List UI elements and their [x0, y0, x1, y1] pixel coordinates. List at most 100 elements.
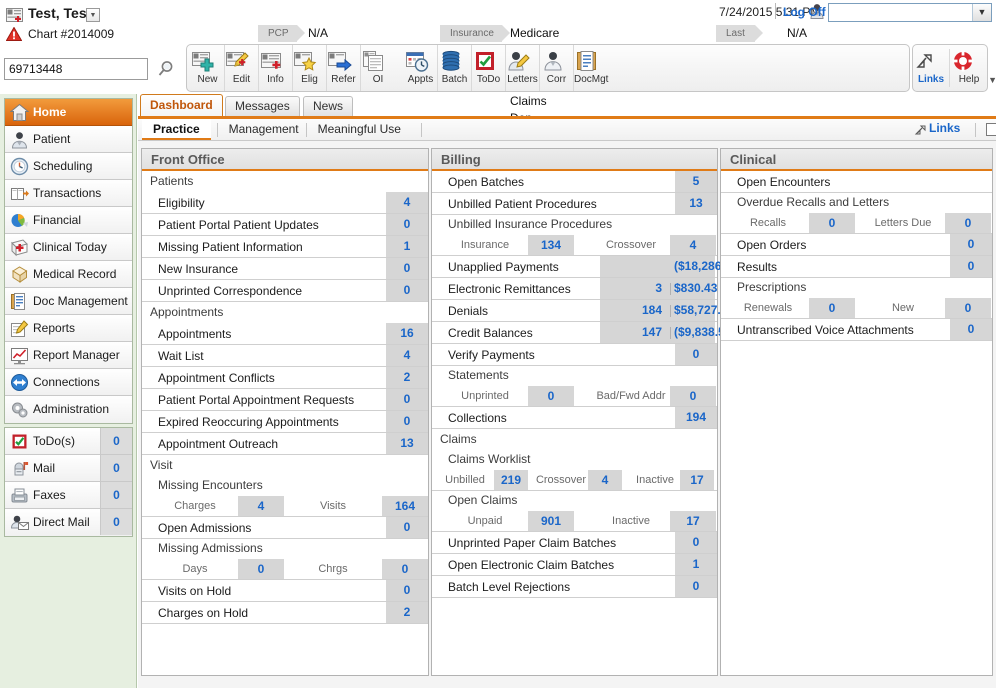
- dashboard-row-value[interactable]: 0: [386, 517, 428, 538]
- split-value-1[interactable]: 0: [238, 559, 284, 579]
- dashboard-row-value[interactable]: 16: [386, 323, 428, 344]
- show-figures-checkbox[interactable]: [986, 123, 996, 136]
- dashboard-row[interactable]: Appointment Outreach 13: [142, 433, 428, 455]
- dashboard-row[interactable]: Eligibility 4: [142, 192, 428, 214]
- toolbar-letters-button[interactable]: Letters: [506, 45, 540, 91]
- chevron-down-icon[interactable]: ▼: [988, 75, 996, 85]
- dashboard-row[interactable]: Patient Portal Appointment Requests 0: [142, 389, 428, 411]
- subtab-meaningful-use[interactable]: Meaningful Use: [317, 122, 401, 136]
- toolbar-corr-button[interactable]: Corr: [540, 45, 574, 91]
- toolbar-help-button[interactable]: Help: [951, 45, 987, 91]
- sidebar-message-mail[interactable]: Mail 0: [5, 455, 132, 482]
- money-count[interactable]: 3: [655, 281, 662, 295]
- dashboard-row-value[interactable]: 13: [675, 193, 717, 214]
- toolbar-docmgt-button[interactable]: DocMgt: [574, 45, 608, 91]
- sidebar-item-patient[interactable]: Patient: [5, 126, 132, 153]
- dashboard-row-value[interactable]: 0: [386, 214, 428, 235]
- subtab-practice[interactable]: Practice: [142, 119, 211, 140]
- money-amount[interactable]: ($9,838.57): [674, 325, 736, 339]
- dashboard-row-value[interactable]: 0: [386, 580, 428, 601]
- dashboard-row-value[interactable]: 194: [675, 407, 717, 428]
- money-amount[interactable]: ($18,286.75): [674, 259, 743, 273]
- dashboard-row-value[interactable]: 0: [386, 280, 428, 301]
- dashboard-row[interactable]: Batch Level Rejections 0: [432, 576, 717, 598]
- dashboard-row-value[interactable]: 0: [950, 256, 992, 277]
- dashboard-money-row[interactable]: Credit Balances 147 ($9,838.57): [432, 322, 736, 344]
- toolbar-links-button[interactable]: Links: [913, 45, 949, 91]
- dashboard-row-value[interactable]: 1: [386, 236, 428, 257]
- sidebar-item-scheduling[interactable]: Scheduling: [5, 153, 132, 180]
- dashboard-money-row[interactable]: Unapplied Payments ($18,286.75): [432, 256, 743, 278]
- sidebar-item-medical-record[interactable]: Medical Record: [5, 261, 132, 288]
- dashboard-row[interactable]: Open Orders 0: [721, 234, 992, 256]
- sidebar-item-home[interactable]: Home: [5, 99, 132, 126]
- dashboard-money-row[interactable]: Electronic Remittances 3 $830.43: [432, 278, 717, 300]
- dashboard-row-value[interactable]: 0: [675, 344, 717, 365]
- magnifier-icon[interactable]: [156, 59, 176, 79]
- dashboard-row-value[interactable]: 1: [675, 554, 717, 575]
- toolbar-appts-button[interactable]: Appts: [404, 45, 438, 91]
- money-amount[interactable]: $830.43: [674, 281, 718, 295]
- dashboard-row-value[interactable]: 4: [386, 192, 428, 213]
- dashboard-row-value[interactable]: 0: [675, 576, 717, 597]
- dashboard-row[interactable]: Results 0: [721, 256, 992, 278]
- sidebar-message-faxes[interactable]: Faxes 0: [5, 482, 132, 509]
- subtab-management[interactable]: Management: [228, 122, 299, 136]
- dashboard-row[interactable]: Collections 194: [432, 407, 717, 429]
- dashboard-row[interactable]: Open Electronic Claim Batches 1: [432, 554, 717, 576]
- split-value-1[interactable]: 134: [528, 235, 574, 255]
- dashboard-row[interactable]: Charges on Hold 2: [142, 602, 428, 624]
- dashboard-row-value[interactable]: 0: [950, 234, 992, 255]
- dashboard-row-value[interactable]: 0: [386, 258, 428, 279]
- tab-messages[interactable]: Messages: [225, 96, 300, 116]
- context-select[interactable]: ▼: [828, 3, 992, 22]
- links-button[interactable]: Links: [929, 121, 961, 135]
- split-value-1[interactable]: 4: [238, 496, 284, 516]
- sidebar-item-financial[interactable]: Financial: [5, 207, 132, 234]
- tab-dashboard[interactable]: Dashboard: [140, 94, 223, 116]
- split-value-2[interactable]: 0: [670, 386, 716, 406]
- dashboard-row[interactable]: Unprinted Correspondence 0: [142, 280, 428, 302]
- split-value-2[interactable]: 0: [945, 298, 991, 318]
- money-count[interactable]: 147: [641, 325, 662, 339]
- dashboard-row[interactable]: Wait List 4: [142, 345, 428, 367]
- toolbar-refer-button[interactable]: Refer: [327, 45, 361, 91]
- chevron-down-icon[interactable]: ▼: [972, 4, 991, 21]
- split-value-2[interactable]: 164: [382, 496, 428, 516]
- sidebar-item-reports[interactable]: Reports: [5, 315, 132, 342]
- log-off-link[interactable]: Log Off: [783, 5, 826, 19]
- split-value-2[interactable]: 4: [670, 235, 716, 255]
- dashboard-row-value[interactable]: 0: [950, 319, 992, 340]
- sidebar-item-connections[interactable]: Connections: [5, 369, 132, 396]
- dashboard-row-value[interactable]: 2: [386, 367, 428, 388]
- split-value-2[interactable]: 0: [945, 213, 991, 233]
- split-value-2[interactable]: 17: [670, 511, 716, 531]
- toolbar-batch-button[interactable]: Batch: [438, 45, 472, 91]
- dashboard-row[interactable]: Unprinted Paper Claim Batches 0: [432, 532, 717, 554]
- sidebar-item-doc-management[interactable]: Doc Management: [5, 288, 132, 315]
- sidebar-message-todo-s[interactable]: ToDo(s) 0: [5, 428, 132, 455]
- split-value-1[interactable]: 0: [809, 298, 855, 318]
- dashboard-row[interactable]: Visits on Hold 0: [142, 580, 428, 602]
- dashboard-row[interactable]: Untranscribed Voice Attachments 0: [721, 319, 992, 341]
- dashboard-row[interactable]: Missing Patient Information 1: [142, 236, 428, 258]
- dashboard-row-value[interactable]: 2: [386, 602, 428, 623]
- dashboard-row[interactable]: Verify Payments 0: [432, 344, 717, 366]
- dashboard-row[interactable]: Open Batches 5: [432, 171, 717, 193]
- split-value-2[interactable]: 0: [382, 559, 428, 579]
- dashboard-row-value[interactable]: 5: [675, 171, 717, 192]
- sidebar-item-clinical-today[interactable]: Clinical Today: [5, 234, 132, 261]
- split-value-1[interactable]: 0: [528, 386, 574, 406]
- search-input[interactable]: [4, 58, 148, 80]
- split-value-1[interactable]: 901: [528, 511, 574, 531]
- dashboard-row[interactable]: Open Encounters: [721, 171, 992, 193]
- dashboard-money-row[interactable]: Denials 184 $58,727.50: [432, 300, 734, 322]
- split-value-1[interactable]: 219: [494, 470, 528, 490]
- tab-news[interactable]: News: [303, 96, 354, 116]
- split-value-3[interactable]: 17: [680, 470, 714, 490]
- split-value-1[interactable]: 0: [809, 213, 855, 233]
- toolbar-new-button[interactable]: New: [191, 45, 225, 91]
- sidebar-item-administration[interactable]: Administration: [5, 396, 132, 423]
- chevron-down-icon[interactable]: ▼: [86, 8, 100, 22]
- dashboard-row-value[interactable]: 0: [386, 389, 428, 410]
